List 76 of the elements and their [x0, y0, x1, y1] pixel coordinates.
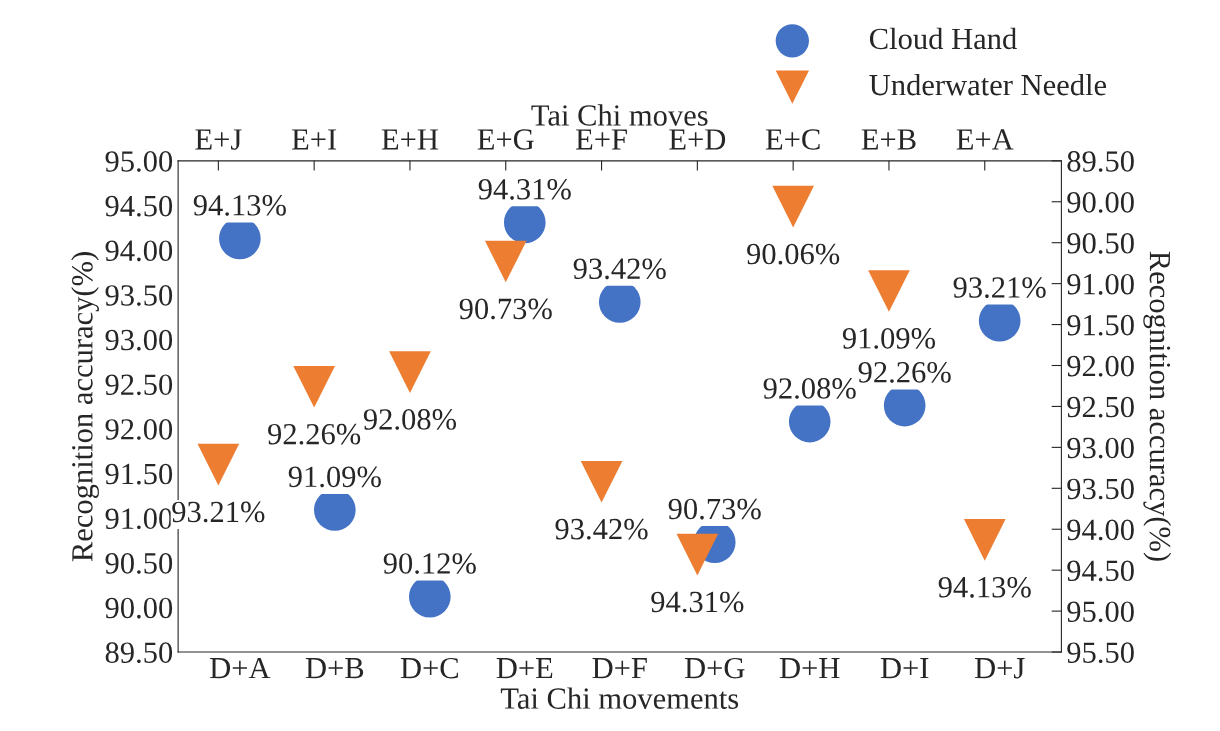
point	[293, 365, 335, 408]
data-label: 91.09%	[288, 466, 381, 488]
y-axis-title: Recognition accuracy(%)	[1143, 251, 1172, 561]
x-tick-label: D+G	[684, 657, 745, 679]
x-tick-label: D+F	[592, 658, 647, 679]
data-label: 90.12%	[383, 553, 476, 574]
data-label: 90.73%	[668, 498, 761, 520]
data-label: 94.13%	[938, 576, 1031, 598]
point	[963, 519, 1006, 561]
y-tick-label: 91.00	[105, 508, 173, 530]
x-axis-title: Tai Chi movements	[500, 687, 739, 709]
data-label: 90.73%	[459, 298, 552, 320]
y-tick-label: 94.00	[1067, 519, 1134, 541]
x-tick-label: D+J	[974, 658, 1025, 679]
data-label: 90.06%	[747, 243, 840, 265]
x-tick-label: E+A	[956, 129, 1014, 150]
x-tick-label: E+H	[381, 129, 439, 150]
x-tick-label: D+E	[496, 658, 553, 679]
data-label: 93.42%	[555, 518, 648, 540]
y-tick-label: 92.00	[1067, 355, 1134, 377]
y-tick-label: 91.00	[1067, 273, 1134, 295]
y-tick-label: 93.50	[105, 285, 173, 306]
y-tick-label: 91.50	[105, 463, 173, 485]
x-axis-title: Tai Chi moves	[531, 104, 708, 126]
y-tick-label: 95.50	[1067, 642, 1134, 664]
x-tick-label: D+C	[400, 657, 458, 679]
x-tick-label: E+G	[477, 129, 534, 150]
x-tick-label: D+B	[305, 658, 364, 679]
point	[868, 270, 910, 312]
data-label: 93.21%	[172, 501, 265, 523]
y-tick-label: 95.00	[105, 151, 173, 172]
y-tick-label: 93.00	[105, 329, 173, 351]
data-label: 94.13%	[193, 195, 286, 216]
data-label: 93.42%	[573, 258, 666, 280]
y-tick-label: 94.00	[105, 240, 173, 262]
x-tick-label: D+I	[880, 658, 929, 679]
point	[580, 460, 623, 503]
y-tick-label: 92.00	[105, 419, 173, 440]
y-tick-label: 92.50	[105, 374, 173, 396]
y-tick-label: 95.00	[1067, 601, 1134, 623]
x-tick-label: E+D	[669, 129, 726, 150]
data-label: 92.08%	[763, 378, 856, 399]
y-tick-label: 90.50	[1067, 232, 1134, 254]
x-tick-label: E+B	[861, 129, 916, 150]
data-label: 92.26%	[268, 423, 361, 445]
point	[772, 185, 814, 228]
data-label: 94.31%	[651, 591, 744, 613]
x-tick-label: E+J	[195, 129, 242, 150]
data-label: 91.09%	[842, 328, 936, 349]
data-label: 92.08%	[363, 409, 457, 430]
y-tick-label: 89.50	[105, 642, 173, 664]
data-label: 92.26%	[858, 362, 951, 383]
y-tick-label: 94.50	[1067, 560, 1134, 582]
y-tick-label: 89.50	[1067, 151, 1134, 172]
point	[676, 533, 719, 576]
x-tick-label: D+H	[779, 658, 840, 679]
x-tick-label: D+A	[210, 657, 271, 679]
y-tick-label: 93.50	[1067, 478, 1134, 500]
y-tick-label: 94.50	[105, 195, 173, 217]
y-tick-label: 91.50	[1067, 314, 1134, 336]
data-label: 93.21%	[953, 277, 1046, 298]
point	[389, 351, 431, 393]
x-tick-label: E+F	[575, 129, 627, 150]
legend-label: Underwater Needle	[869, 73, 1107, 96]
y-tick-label: 92.50	[1067, 396, 1134, 418]
y-tick-label: 90.00	[105, 597, 173, 619]
point	[197, 443, 240, 486]
x-tick-label: E+I	[292, 129, 337, 150]
data-label: 94.31%	[478, 178, 571, 200]
y-axis-title: Recognition accuracy(%)	[71, 252, 99, 562]
y-tick-label: 90.00	[1067, 192, 1134, 213]
x-tick-label: E+C	[765, 129, 820, 150]
legend-label: Cloud Hand	[869, 27, 1017, 50]
y-tick-label: 90.50	[105, 553, 173, 574]
point	[484, 240, 527, 283]
y-tick-label: 93.00	[1067, 437, 1134, 459]
